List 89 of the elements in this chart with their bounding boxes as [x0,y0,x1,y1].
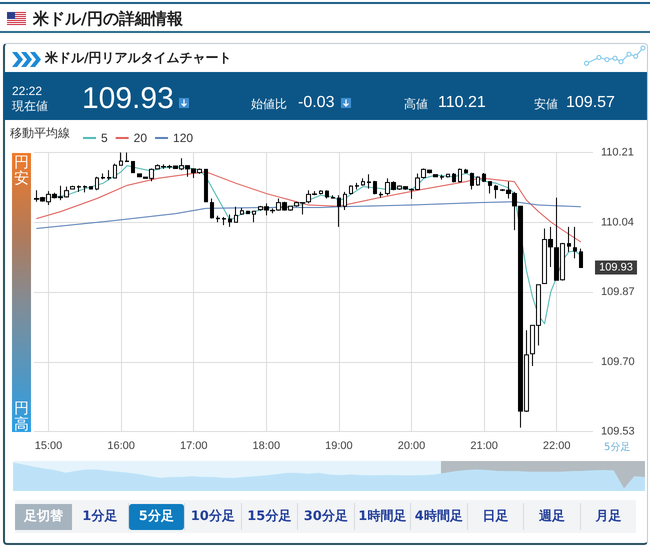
text: 22:22 [12,84,42,98]
candlestick [373,180,377,195]
x-tick-label: 17:00 [180,440,208,452]
legend-title: 移動平均線 [10,126,70,140]
y-tick-label: 109.70 [601,356,635,368]
text: 安値 [534,97,558,111]
candlestick [325,190,329,199]
candlestick [77,184,81,192]
candlestick [337,194,341,228]
candlestick [107,170,111,181]
text: 足切替 [15,504,72,530]
text: 円高 [14,399,29,433]
candlestick [573,226,577,259]
candlestick [131,160,135,174]
candlestick [210,198,214,220]
y-tick-label: 110.04 [601,216,634,228]
candlestick [228,214,232,228]
y-tick-label: 109.87 [601,286,635,298]
text: 15分足 [247,508,292,524]
text: 日足 [482,508,508,524]
x-tick-label: 15:00 [34,440,62,452]
candlestick [579,248,583,268]
text: 月足 [595,508,622,524]
candlestick [452,172,456,183]
candlestick [119,152,123,166]
candlestick [355,182,359,190]
x-tick-label: 21:00 [470,440,498,452]
candlestick [101,172,105,180]
candlestick [331,194,335,199]
candlestick [367,174,371,190]
y-tick-label: 110.21 [601,146,634,158]
candlestick [70,185,75,190]
text: 現在値 [12,98,48,112]
text: 109.57 [566,94,615,111]
line-series [36,201,582,229]
candlestick [433,174,438,178]
candlestick [379,191,383,198]
candlestick [476,176,480,186]
candlestick [464,168,468,174]
candlestick [488,180,492,194]
candlestick [95,176,99,191]
text: 4時間足 [414,508,463,524]
text: 始値比 [251,97,287,111]
annotation: 109.93 [599,261,633,274]
text: 円安 [14,153,29,187]
candlestick [494,184,498,199]
y-tick-label: 109.53 [601,426,635,438]
candlestick [222,216,226,226]
candlestick [361,178,365,186]
line-series [36,171,582,243]
candlestick [319,190,323,195]
text: 30分足 [304,508,348,524]
text: 10分足 [190,508,235,524]
text: -0.03 [298,94,334,111]
text: 5分足 [128,504,184,530]
candlestick [246,210,250,215]
legend-label: 20 [134,131,148,145]
text: 週足 [538,508,565,524]
x-tick-label: 19:00 [325,440,353,452]
text: 高値 [404,97,428,111]
legend-label: 120 [173,131,194,145]
candlestick [470,172,474,190]
text: 1分足 [82,508,118,524]
candlestick [240,207,244,216]
candlestick [234,206,238,223]
x-tick-label: 16:00 [107,440,135,452]
candlestick [113,163,117,179]
candlestick [482,172,486,183]
candlestick [216,215,220,223]
text: 109.93 [82,82,174,114]
candlestick [349,184,353,195]
text: 米ドル/円リアルタイムチャート [45,51,232,67]
candlestick [252,210,256,223]
x-tick-label: 22:00 [542,440,570,452]
legend-label: 5 [101,131,108,145]
text: 1時間足 [358,508,406,524]
x-tick-label: 18:00 [252,440,280,452]
candlestick [89,186,93,190]
candlestick [204,168,208,203]
candlestick [458,168,462,183]
text: 110.21 [438,94,486,111]
candlestick [567,226,571,252]
candlestick [440,174,444,180]
text: 米ドル/円の詳細情報 [33,9,183,29]
x-tick-label: 20:00 [398,440,426,452]
text: 5分足 [604,442,630,453]
candlestick [343,191,347,210]
candlestick [125,152,129,162]
candlestick [83,184,87,193]
